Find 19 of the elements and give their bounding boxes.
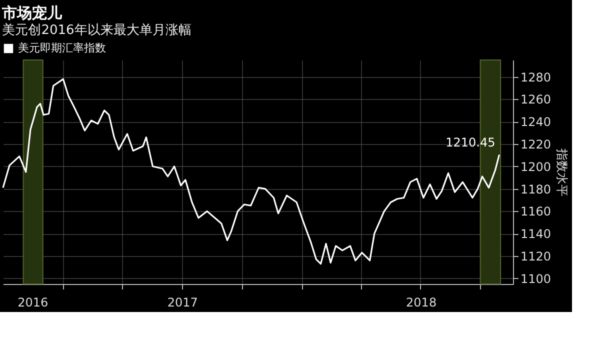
y-axis-title: 指数水平 (555, 148, 570, 196)
y-tick-label: 1120 (520, 250, 552, 264)
y-tick-label: 1160 (520, 204, 552, 219)
y-tick-label: 1220 (520, 138, 552, 152)
y-tick-label: 1260 (520, 92, 552, 107)
annotation: 1210.45 (446, 136, 496, 150)
chart-title: 市场宠儿 (1, 4, 64, 22)
y-tick-label: 1180 (520, 182, 552, 196)
x-tick-label: 2017 (167, 296, 198, 310)
y-tick-label: 1100 (520, 272, 552, 286)
y-tick-label: 1240 (520, 115, 552, 130)
y-tick-label: 1200 (520, 160, 552, 174)
x-tick-label: 2018 (406, 296, 437, 310)
chart-subtitle: 美元创2016年以来最大单月涨幅 (2, 22, 192, 38)
x-tick-label: 2016 (18, 296, 48, 310)
y-tick-label: 1280 (520, 70, 552, 84)
y-tick-label: 1140 (520, 227, 552, 242)
legend-label: 美元即期汇率指数 (18, 42, 106, 54)
line-series (2, 78, 500, 265)
